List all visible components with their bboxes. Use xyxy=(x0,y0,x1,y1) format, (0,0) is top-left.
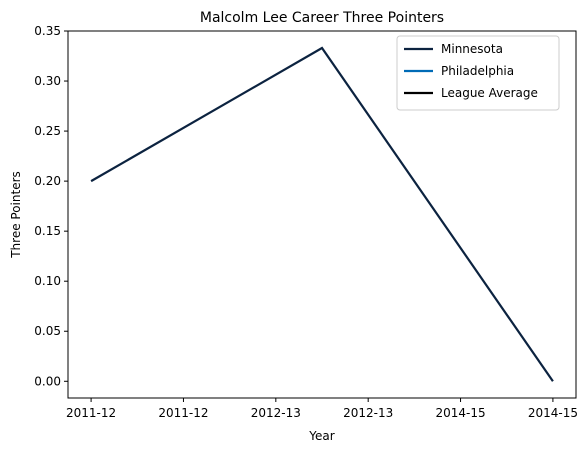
y-tick-label: 0.05 xyxy=(34,324,61,338)
legend-label: Philadelphia xyxy=(441,64,514,78)
series-lines xyxy=(90,46,554,382)
plot-frame xyxy=(67,30,577,399)
x-axis: 2011-12 2011-12 2012-13 2012-13 2014-15 2014-… xyxy=(66,398,578,420)
x-tick-label: 2011-12 xyxy=(66,406,116,420)
chart-title: Malcolm Lee Career Three Pointers xyxy=(200,10,444,26)
y-tick-label: 0.00 xyxy=(34,374,61,388)
y-tick-label: 0.20 xyxy=(34,174,61,188)
y-tick-label: 0.35 xyxy=(34,24,61,38)
x-tick-label: 2012-13 xyxy=(343,406,393,420)
x-tick-label: 2012-13 xyxy=(251,406,301,420)
y-tick-label: 0.25 xyxy=(34,124,61,138)
y-tick-label: 0.10 xyxy=(34,274,61,288)
y-axis: 0.00 0.05 0.10 0.15 0.20 0.25 0.30 0.35 xyxy=(34,24,68,388)
legend-box xyxy=(396,35,560,111)
y-tick-label: 0.30 xyxy=(34,74,61,88)
x-tick-label: 2014-15 xyxy=(528,406,578,420)
y-axis-label: Three Pointers xyxy=(9,171,23,259)
legend: Minnesota Philadelphia League Average xyxy=(396,35,560,111)
x-tick-label: 2014-15 xyxy=(435,406,485,420)
x-axis-label: Year xyxy=(308,429,334,443)
x-tick-label: 2011-12 xyxy=(158,406,208,420)
legend-label: Minnesota xyxy=(441,42,503,56)
y-tick-label: 0.15 xyxy=(34,224,61,238)
legend-label: League Average xyxy=(441,86,538,100)
series-line xyxy=(90,46,554,382)
